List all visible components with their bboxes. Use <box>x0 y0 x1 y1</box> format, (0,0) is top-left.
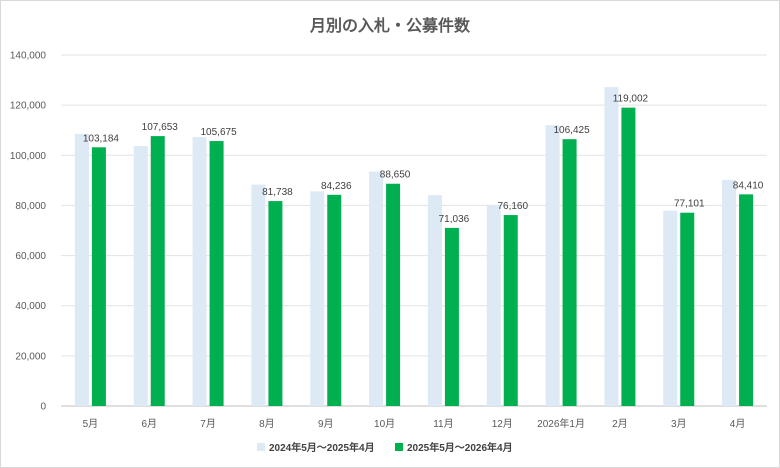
legend: 2024年5月～2025年4月 2025年5月～2026年4月 <box>257 441 513 454</box>
bar-current-year <box>268 201 283 406</box>
bar-prev-year <box>545 125 560 406</box>
bar-prev-year <box>722 179 737 406</box>
gridlines <box>61 54 767 407</box>
bar-prev-year <box>427 195 442 406</box>
bar-prev-year <box>310 191 325 406</box>
data-label: 77,101 <box>674 199 705 210</box>
data-label: 106,425 <box>554 125 591 136</box>
data-label: 107,653 <box>142 122 179 133</box>
y-tick-label: 40,000 <box>15 301 46 312</box>
data-label: 119,002 <box>613 94 649 105</box>
y-tick-label: 140,000 <box>10 51 47 62</box>
bar-current-year <box>327 194 342 406</box>
x-category-label: 2026年1月 <box>537 417 585 430</box>
bar-current-year <box>386 183 401 406</box>
y-tick-label: 120,000 <box>10 101 47 112</box>
x-category-label: 7月 <box>200 418 216 430</box>
y-tick-label: 20,000 <box>15 351 46 362</box>
legend-swatch <box>257 443 265 451</box>
x-category-label: 11月 <box>433 418 453 430</box>
data-label: 71,036 <box>439 214 470 225</box>
x-category-label: 9月 <box>318 418 334 430</box>
bar-current-year <box>739 194 754 406</box>
chart-title: 月別の入札・公募件数 <box>309 16 471 35</box>
x-category-label: 5月 <box>83 418 99 430</box>
x-category-label: 2月 <box>612 418 628 430</box>
data-label: 103,184 <box>83 133 120 144</box>
data-label: 88,650 <box>380 170 411 181</box>
y-tick-label: 100,000 <box>10 151 47 162</box>
x-category-label: 6月 <box>141 418 157 430</box>
bar-prev-year <box>133 146 148 407</box>
bar-current-year <box>209 141 224 406</box>
bar-current-year <box>91 147 106 406</box>
data-label: 105,675 <box>201 127 238 138</box>
x-category-label: 10月 <box>374 418 395 430</box>
bar-current-year <box>150 136 165 406</box>
x-category-label: 12月 <box>492 418 513 430</box>
legend-label: 2024年5月～2025年4月 <box>269 441 375 454</box>
bar-current-year <box>503 215 518 406</box>
bar-prev-year <box>486 204 501 406</box>
y-axis-tick-labels: 0 20,000 40,000 60,000 80,000 100,000 120,000 1… <box>10 51 47 413</box>
bar-prev-year <box>663 210 678 406</box>
bar-prev-year <box>604 87 619 406</box>
bar-current-year <box>621 107 636 406</box>
y-tick-label: 60,000 <box>15 251 46 262</box>
x-category-label: 4月 <box>730 418 746 430</box>
data-label: 84,410 <box>733 180 764 191</box>
data-labels: 103,184 107,653 105,675 81,738 84,236 88,650 7… <box>83 94 764 225</box>
data-label: 81,738 <box>262 187 293 198</box>
bar-current-year <box>680 212 695 406</box>
bar-prev-year <box>74 133 89 406</box>
y-tick-label: 80,000 <box>15 201 46 212</box>
data-label: 76,160 <box>497 201 528 212</box>
bars <box>74 87 754 407</box>
y-tick-label: 0 <box>40 402 46 413</box>
x-category-label: 8月 <box>259 418 275 430</box>
legend-swatch <box>395 443 403 451</box>
bar-prev-year <box>251 184 266 406</box>
data-label: 84,236 <box>321 181 352 192</box>
bar-prev-year <box>192 136 207 406</box>
bar-current-year <box>444 227 459 406</box>
x-axis-category-labels: 5月 6月 7月 8月 9月 10月 11月 12月 2026年1月 2月 3月 4月 <box>83 417 746 430</box>
x-category-label: 3月 <box>671 418 687 430</box>
bar-current-year <box>562 139 577 407</box>
bar-prev-year <box>369 171 384 406</box>
legend-label: 2025年5月～2026年4月 <box>407 441 513 454</box>
